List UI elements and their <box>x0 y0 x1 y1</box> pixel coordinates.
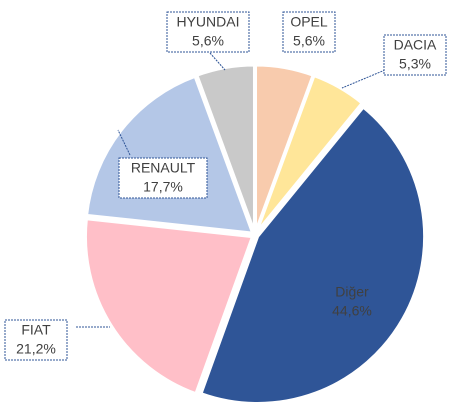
label-value: 5,6% <box>192 33 224 49</box>
label-name: DACIA <box>394 37 437 53</box>
label-name: RENAULT <box>131 160 196 176</box>
label-name: OPEL <box>290 14 328 30</box>
label-value: 17,7% <box>143 179 183 195</box>
label-box <box>118 157 208 199</box>
label-box <box>383 34 447 76</box>
label-name: Diğer <box>335 284 369 300</box>
leader-line <box>341 69 386 89</box>
slice <box>199 105 427 405</box>
leader-line <box>209 52 226 71</box>
label-value: 44,6% <box>332 303 372 319</box>
label-value: 5,6% <box>293 33 325 49</box>
label-box <box>320 281 384 323</box>
label-box <box>166 11 250 53</box>
label-value: 5,3% <box>399 56 431 72</box>
slice <box>83 217 255 396</box>
label-box <box>282 11 336 53</box>
pie <box>83 63 427 405</box>
label-name: FIAT <box>21 322 51 338</box>
leader-line <box>117 129 131 156</box>
leader-lines <box>76 52 386 328</box>
slice <box>194 63 256 233</box>
label-name: HYUNDAI <box>176 14 239 30</box>
label-box <box>4 319 68 361</box>
labels: OPEL 5,6% DACIA 5,3% Diğer 44,6% FIAT 21,2% RENA… <box>4 11 447 361</box>
slice <box>255 73 365 234</box>
label-value: 21,2% <box>16 341 56 357</box>
